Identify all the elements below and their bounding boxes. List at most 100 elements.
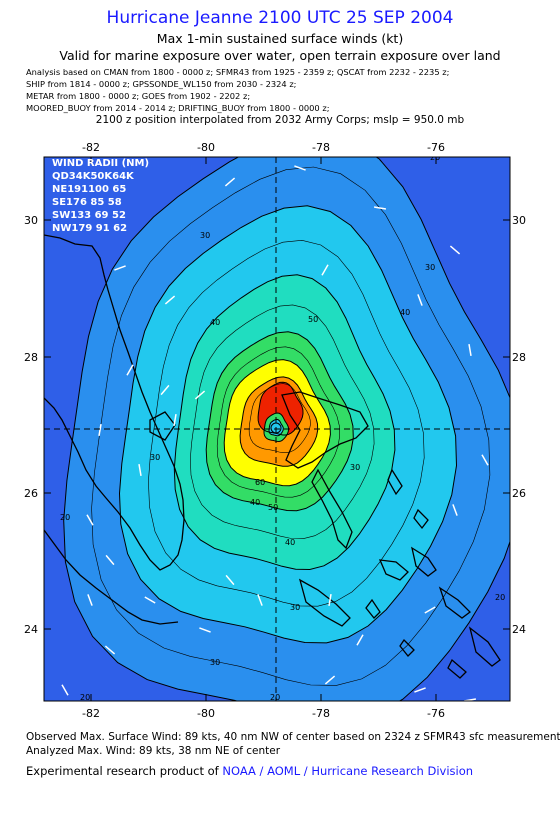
contour-label: 30 xyxy=(425,263,435,272)
lon-tick-bottom: -80 xyxy=(197,707,215,720)
lat-tick-right: 30 xyxy=(512,214,526,227)
wind-obs-arrow xyxy=(373,206,387,210)
contour-label: 20 xyxy=(80,693,90,702)
lon-tick-top: -76 xyxy=(427,141,445,154)
contour-label: 20 xyxy=(270,693,280,702)
analyzed-max-wind: Analyzed Max. Wind: 89 kts, 38 nm NE of … xyxy=(26,745,281,757)
credit-prefix: Experimental research product of xyxy=(26,764,219,778)
wind-obs-arrow xyxy=(481,454,489,466)
lon-tick-bottom: -76 xyxy=(427,707,445,720)
isotach-line-minor xyxy=(189,304,375,540)
lon-tick-top: -82 xyxy=(82,141,100,154)
analysis-source-line: METAR from 1800 - 0000 z; GOES from 1902… xyxy=(26,91,251,101)
isotach-line xyxy=(205,331,354,512)
contour-label: 50 xyxy=(308,315,318,324)
wind-obs-arrow xyxy=(294,165,306,171)
wind-obs-arrow xyxy=(414,687,426,693)
isotach-line-minor xyxy=(216,346,341,498)
wind-obs-arrow xyxy=(449,245,461,255)
wind-obs-arrow xyxy=(164,295,176,305)
contour-label: 30 xyxy=(350,463,360,472)
wind-obs-arrow xyxy=(105,554,115,566)
wind-obs-arrow xyxy=(257,594,263,606)
map-subtitle-exposure: Valid for marine exposure over water, op… xyxy=(59,48,501,63)
isotach-line-minor xyxy=(91,166,491,686)
isotach-line xyxy=(263,412,289,443)
wind-obs-arrow xyxy=(114,265,126,271)
radii-row-sw: SW133 69 52 xyxy=(52,210,126,221)
wind-obs-arrow xyxy=(452,504,458,516)
credit-line: Experimental research product of NOAA / … xyxy=(26,764,473,778)
lat-tick-right: 28 xyxy=(512,351,526,364)
isotach-line-minor xyxy=(248,383,311,453)
wind-obs-arrow xyxy=(328,593,332,607)
lon-tick-bottom: -82 xyxy=(82,707,100,720)
radii-row-ne: NE191100 65 xyxy=(52,184,126,195)
contour-label: 50 xyxy=(268,503,278,512)
map-title: Hurricane Jeanne 2100 UTC 25 SEP 2004 xyxy=(106,8,454,28)
isotach-line xyxy=(63,157,510,701)
plot-frame xyxy=(43,156,511,702)
isotach-line xyxy=(118,205,458,644)
map-subtitle-winds: Max 1-min sustained surface winds (kt) xyxy=(156,31,404,46)
wind-radii-table: WIND RADII (NM) QD34K50K64K NE191100 65 … xyxy=(52,158,149,234)
contour-label: 30 xyxy=(200,231,210,240)
wind-obs-arrow xyxy=(424,606,436,614)
lat-tick-left: 24 xyxy=(24,623,38,636)
wind-obs-arrow xyxy=(98,423,102,437)
contour-label: 40 xyxy=(285,538,295,547)
wind-obs-arrow xyxy=(104,645,116,655)
contour-label: 20 xyxy=(60,513,70,522)
radii-columns: QD34K50K64K xyxy=(52,171,135,182)
wind-obs-arrow xyxy=(224,177,236,187)
wind-obs-arrow xyxy=(468,343,472,357)
wind-obs-arrow xyxy=(194,390,206,400)
contour-label: 40 xyxy=(400,308,410,317)
wind-obs-arrow xyxy=(160,384,170,396)
contour-label: 30 xyxy=(150,453,160,462)
position-note: 2100 z position interpolated from 2032 A… xyxy=(95,114,465,126)
lon-tick-bottom: -78 xyxy=(312,707,330,720)
observed-max-wind: Observed Max. Surface Wind: 89 kts, 40 n… xyxy=(26,731,560,743)
lat-tick-right: 24 xyxy=(512,623,526,636)
lon-tick-top: -80 xyxy=(197,141,215,154)
wind-obs-arrow xyxy=(321,264,329,276)
isotach-line-minor xyxy=(148,239,425,607)
contour-label: 20 xyxy=(495,593,505,602)
wind-obs-arrow xyxy=(144,596,156,604)
coastline xyxy=(44,234,501,679)
wind-obs-arrow xyxy=(86,514,94,526)
wind-obs-arrow xyxy=(199,627,211,633)
lat-tick-left: 30 xyxy=(24,214,38,227)
contour-label: 40 xyxy=(250,498,260,507)
radii-row-nw: NW179 91 62 xyxy=(52,223,127,234)
lat-tick-left: 28 xyxy=(24,351,38,364)
radii-header: WIND RADII (NM) xyxy=(52,158,149,169)
wind-obs-arrow xyxy=(138,463,142,477)
wind-obs-arrow xyxy=(173,413,177,427)
wind-obs-arrow xyxy=(126,364,134,376)
hrd-link[interactable]: NOAA / AOML / Hurricane Research Divisio… xyxy=(222,764,474,778)
wind-obs-arrow xyxy=(225,574,235,586)
analysis-source-line: Analysis based on CMAN from 1800 - 0000 … xyxy=(26,67,450,77)
wind-obs-arrow xyxy=(87,594,93,606)
analysis-source-line: SHIP from 1814 - 0000 z; GPSSONDE_WL150 … xyxy=(26,79,297,89)
radii-row-se: SE176 85 58 xyxy=(52,197,122,208)
wind-obs-arrow xyxy=(61,684,69,696)
contour-label: 30 xyxy=(210,658,220,667)
analysis-source-line: MOORED_BUOY from 2014 - 2014 z; DRIFTING… xyxy=(26,103,330,113)
contour-label: 30 xyxy=(290,603,300,612)
lat-tick-right: 26 xyxy=(512,487,526,500)
isotach-line xyxy=(223,359,331,487)
contour-label: 60 xyxy=(255,478,265,487)
contour-label: 40 xyxy=(210,318,220,327)
wind-obs-arrow xyxy=(356,634,364,646)
axis-ticks xyxy=(44,157,510,701)
lat-tick-left: 26 xyxy=(24,487,38,500)
isotach-line xyxy=(173,274,396,571)
isotach-line xyxy=(239,376,319,467)
lon-tick-top: -78 xyxy=(312,141,330,154)
contour-label: 20 xyxy=(430,153,440,162)
wind-obs-arrow xyxy=(324,675,336,685)
